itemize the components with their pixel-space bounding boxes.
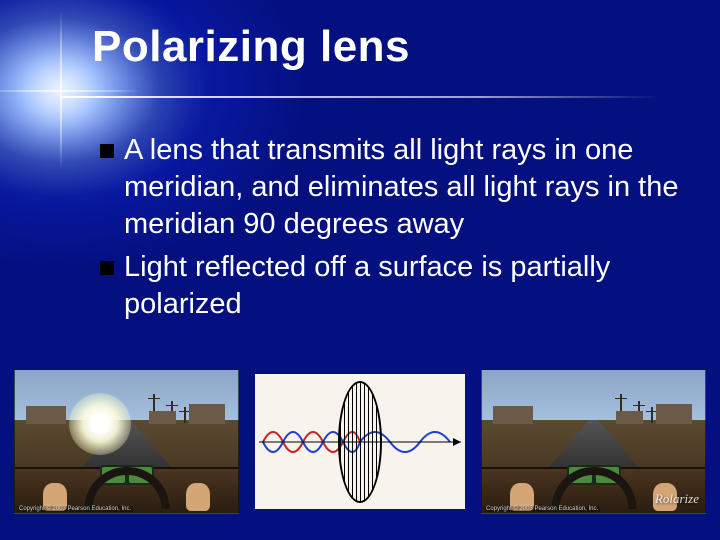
bullet-text: A lens that transmits all light rays in … bbox=[124, 132, 680, 243]
bullet-item: A lens that transmits all light rays in … bbox=[100, 132, 680, 243]
image-row: Copyright © 2003 Pearson Education, Inc. bbox=[14, 369, 706, 514]
glare-driving-image: Copyright © 2003 Pearson Education, Inc. bbox=[14, 369, 239, 514]
slide-title: Polarizing lens bbox=[92, 22, 410, 72]
starburst-decoration bbox=[60, 90, 62, 92]
lens-ellipse-icon bbox=[338, 381, 382, 503]
bullet-text: Light reflected off a surface is partial… bbox=[124, 249, 680, 323]
copyright-text: Copyright © 2003 Pearson Education, Inc. bbox=[17, 506, 133, 512]
square-bullet-icon bbox=[100, 261, 114, 275]
polarized-driving-image: Rolarize Copyright © 2003 Pearson Educat… bbox=[481, 369, 706, 514]
bullet-item: Light reflected off a surface is partial… bbox=[100, 249, 680, 323]
bullet-list: A lens that transmits all light rays in … bbox=[100, 132, 680, 330]
square-bullet-icon bbox=[100, 144, 114, 158]
title-underline bbox=[60, 96, 660, 98]
polarizer-diagram bbox=[255, 374, 465, 509]
arrow-head-icon bbox=[453, 438, 461, 446]
sun-glare-icon bbox=[69, 393, 131, 455]
watermark-text: Rolarize bbox=[655, 491, 699, 507]
copyright-text: Copyright © 2003 Pearson Education, Inc. bbox=[484, 506, 600, 512]
